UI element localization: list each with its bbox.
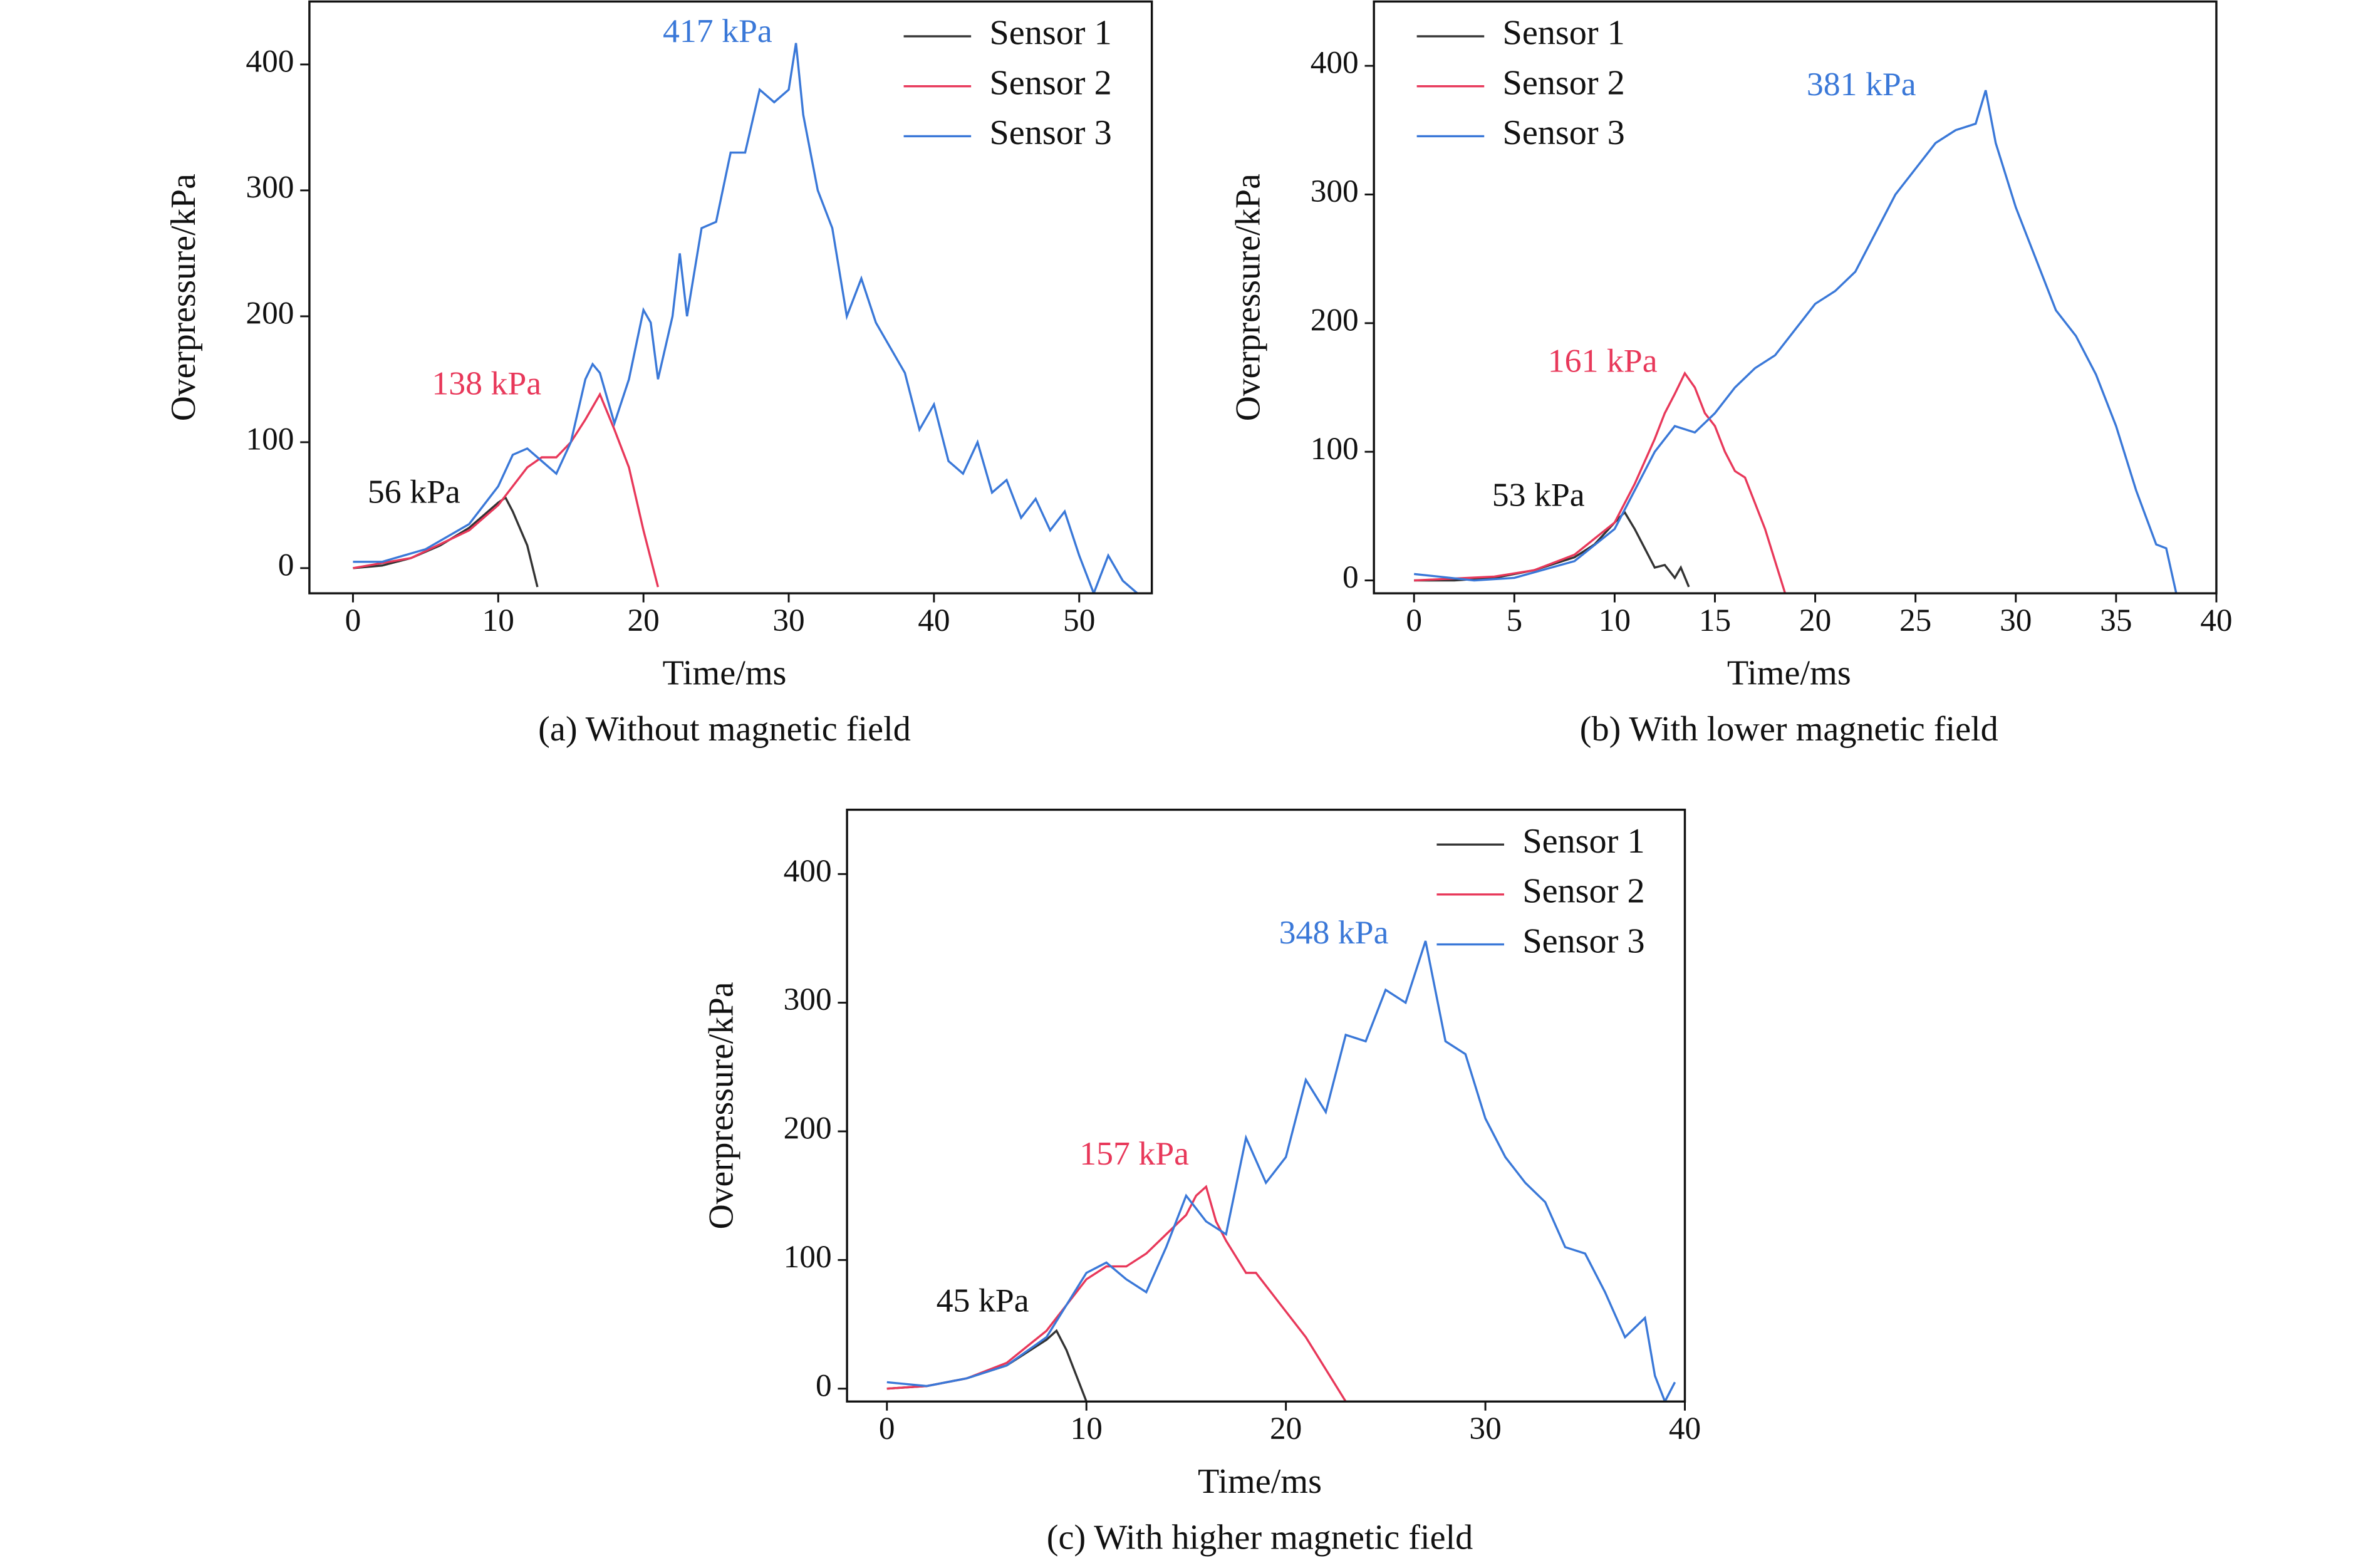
x-axis-label: Time/ms	[1727, 654, 1851, 693]
annotation: 157 kPa	[1079, 1135, 1189, 1173]
x-tick-label: 40	[2200, 603, 2232, 638]
x-tick-label: 20	[627, 603, 659, 638]
annotation: 161 kPa	[1548, 342, 1658, 380]
y-tick-label: 400	[246, 44, 294, 80]
x-tick-label: 0	[1406, 603, 1422, 638]
y-tick-label: 400	[784, 854, 832, 889]
y-tick-label: 100	[784, 1240, 832, 1275]
y-axis-label: Overpressure/kPa	[702, 982, 740, 1229]
series-line	[886, 1185, 1347, 1402]
y-tick-label: 100	[246, 422, 294, 457]
y-axis-label: Overpressure/kPa	[164, 174, 203, 421]
plot-frame	[846, 808, 1686, 1403]
series-line	[886, 940, 1676, 1402]
y-tick-label: 0	[1342, 560, 1359, 595]
caption: (c) With higher magnetic field	[1047, 1519, 1473, 1557]
series-line	[1414, 510, 1690, 588]
y-tick-label: 300	[246, 170, 294, 205]
y-tick-label: 400	[1311, 46, 1359, 81]
x-tick-label: 5	[1506, 603, 1522, 638]
legend-label: Sensor 3	[1522, 922, 1644, 961]
x-tick-label: 10	[482, 603, 514, 638]
series-line	[886, 1329, 1088, 1402]
series-line	[353, 43, 1138, 594]
y-tick-label: 0	[278, 548, 294, 583]
x-tick-label: 40	[1669, 1411, 1701, 1446]
caption: (a) Without magnetic field	[538, 710, 911, 749]
x-tick-label: 10	[1599, 603, 1631, 638]
x-tick-label: 30	[2000, 603, 2032, 638]
legend-label: Sensor 1	[1522, 822, 1644, 861]
y-tick-label: 300	[1311, 174, 1359, 209]
legend-label: Sensor 2	[1503, 64, 1625, 103]
legend-label: Sensor 3	[989, 113, 1111, 152]
y-tick-label: 100	[1311, 432, 1359, 467]
legend-label: Sensor 1	[1503, 14, 1625, 53]
annotation: 138 kPa	[432, 365, 541, 402]
x-tick-label: 30	[1469, 1411, 1501, 1446]
x-tick-label: 50	[1063, 603, 1095, 638]
x-tick-label: 10	[1071, 1411, 1103, 1446]
x-axis-label: Time/ms	[663, 654, 787, 693]
y-tick-label: 200	[1311, 303, 1359, 338]
x-tick-label: 20	[1799, 603, 1831, 638]
legend-label: Sensor 2	[989, 64, 1111, 103]
annotation: 53 kPa	[1492, 476, 1585, 514]
x-tick-label: 15	[1699, 603, 1731, 638]
series-line	[353, 392, 660, 588]
y-tick-label: 200	[246, 296, 294, 331]
y-tick-label: 0	[816, 1369, 832, 1404]
x-tick-label: 25	[1899, 603, 1931, 638]
y-tick-label: 200	[784, 1111, 832, 1146]
x-axis-label: Time/ms	[1198, 1462, 1322, 1501]
y-tick-label: 300	[784, 983, 832, 1018]
x-tick-label: 20	[1270, 1411, 1302, 1446]
legend-label: Sensor 2	[1522, 872, 1644, 911]
legend-label: Sensor 3	[1503, 113, 1625, 152]
plot-frame	[308, 0, 1153, 594]
annotation: 417 kPa	[663, 12, 772, 49]
legend-label: Sensor 1	[989, 14, 1111, 53]
annotation: 56 kPa	[368, 473, 460, 511]
x-tick-label: 30	[772, 603, 804, 638]
y-axis-label: Overpressure/kPa	[1228, 174, 1267, 421]
annotation: 348 kPa	[1279, 913, 1389, 951]
annotation: 45 kPa	[937, 1282, 1029, 1319]
annotation: 381 kPa	[1807, 65, 1916, 103]
x-tick-label: 35	[2100, 603, 2132, 638]
x-tick-label: 40	[918, 603, 950, 638]
x-tick-label: 0	[879, 1411, 895, 1446]
series-line	[1414, 371, 1787, 594]
caption: (b) With lower magnetic field	[1580, 710, 1998, 749]
plot-frame	[1373, 0, 2218, 594]
series-line	[1414, 90, 2178, 594]
x-tick-label: 0	[345, 603, 361, 638]
